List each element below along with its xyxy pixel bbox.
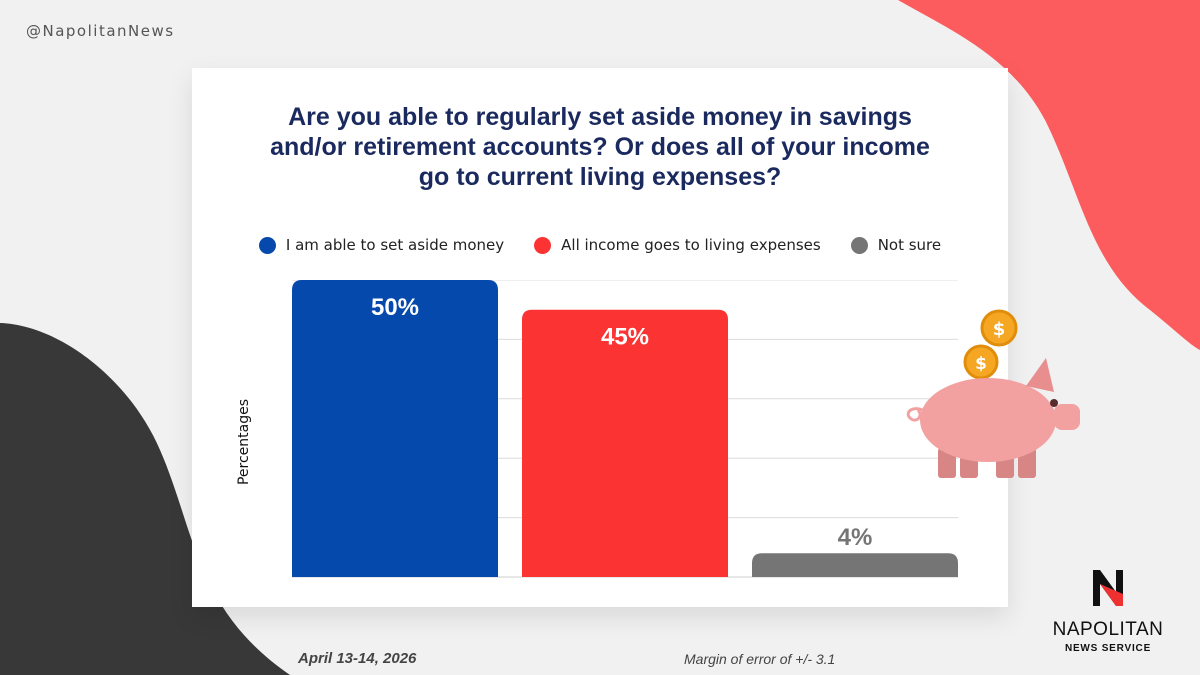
y-axis-label: Percentages	[236, 398, 252, 486]
brand-n-icon	[1093, 570, 1123, 606]
bar-2	[522, 309, 728, 577]
social-handle: @NapolitanNews	[26, 22, 175, 40]
legend-swatch-not-sure	[850, 236, 868, 254]
bar-value-label-1: 50%	[371, 294, 419, 321]
bar-value-label-3: 4%	[838, 524, 873, 551]
legend-item-all-income: All income goes to living expenses	[534, 236, 821, 254]
bar-1	[292, 280, 498, 577]
brand-subtitle: NEWS SERVICE	[1064, 643, 1152, 654]
brand-logo: NAPOLITAN NEWS SERVICE	[1044, 566, 1172, 654]
margin-of-error: Margin of error of +/- 3.1	[684, 651, 836, 667]
svg-text:$: $	[975, 354, 987, 374]
chart-title: Are you able to regularly set aside mone…	[270, 103, 930, 191]
chart-legend: I am able to set aside money All income …	[192, 236, 1008, 254]
bar-plot: 50% 45% 4%	[292, 280, 958, 578]
svg-text:$: $	[993, 319, 1006, 340]
legend-label-able: I am able to set aside money	[285, 236, 505, 254]
brand-name: NAPOLITAN	[1052, 619, 1164, 640]
dark-blob	[0, 323, 290, 675]
bars: 50% 45% 4%	[292, 280, 958, 577]
bar-value-label-2: 45%	[601, 324, 649, 351]
dollar-coin-icon: $	[980, 309, 1018, 347]
coral-blob	[898, 0, 1200, 350]
chart-card: Are you able to regularly set aside mone…	[192, 68, 1008, 607]
legend-label-all-income: All income goes to living expenses	[561, 236, 821, 254]
bar-3	[752, 553, 958, 577]
survey-date: April 13-14, 2026	[298, 650, 417, 667]
legend-swatch-all-income	[534, 236, 552, 254]
piggy-bank-icon: $ $	[906, 309, 1080, 478]
legend-swatch-able	[258, 236, 276, 254]
legend-label-not-sure: Not sure	[877, 236, 942, 254]
legend-item-not-sure: Not sure	[850, 236, 942, 254]
dollar-coin-icon: $	[963, 344, 999, 380]
legend-item-able: I am able to set aside money	[258, 236, 505, 254]
